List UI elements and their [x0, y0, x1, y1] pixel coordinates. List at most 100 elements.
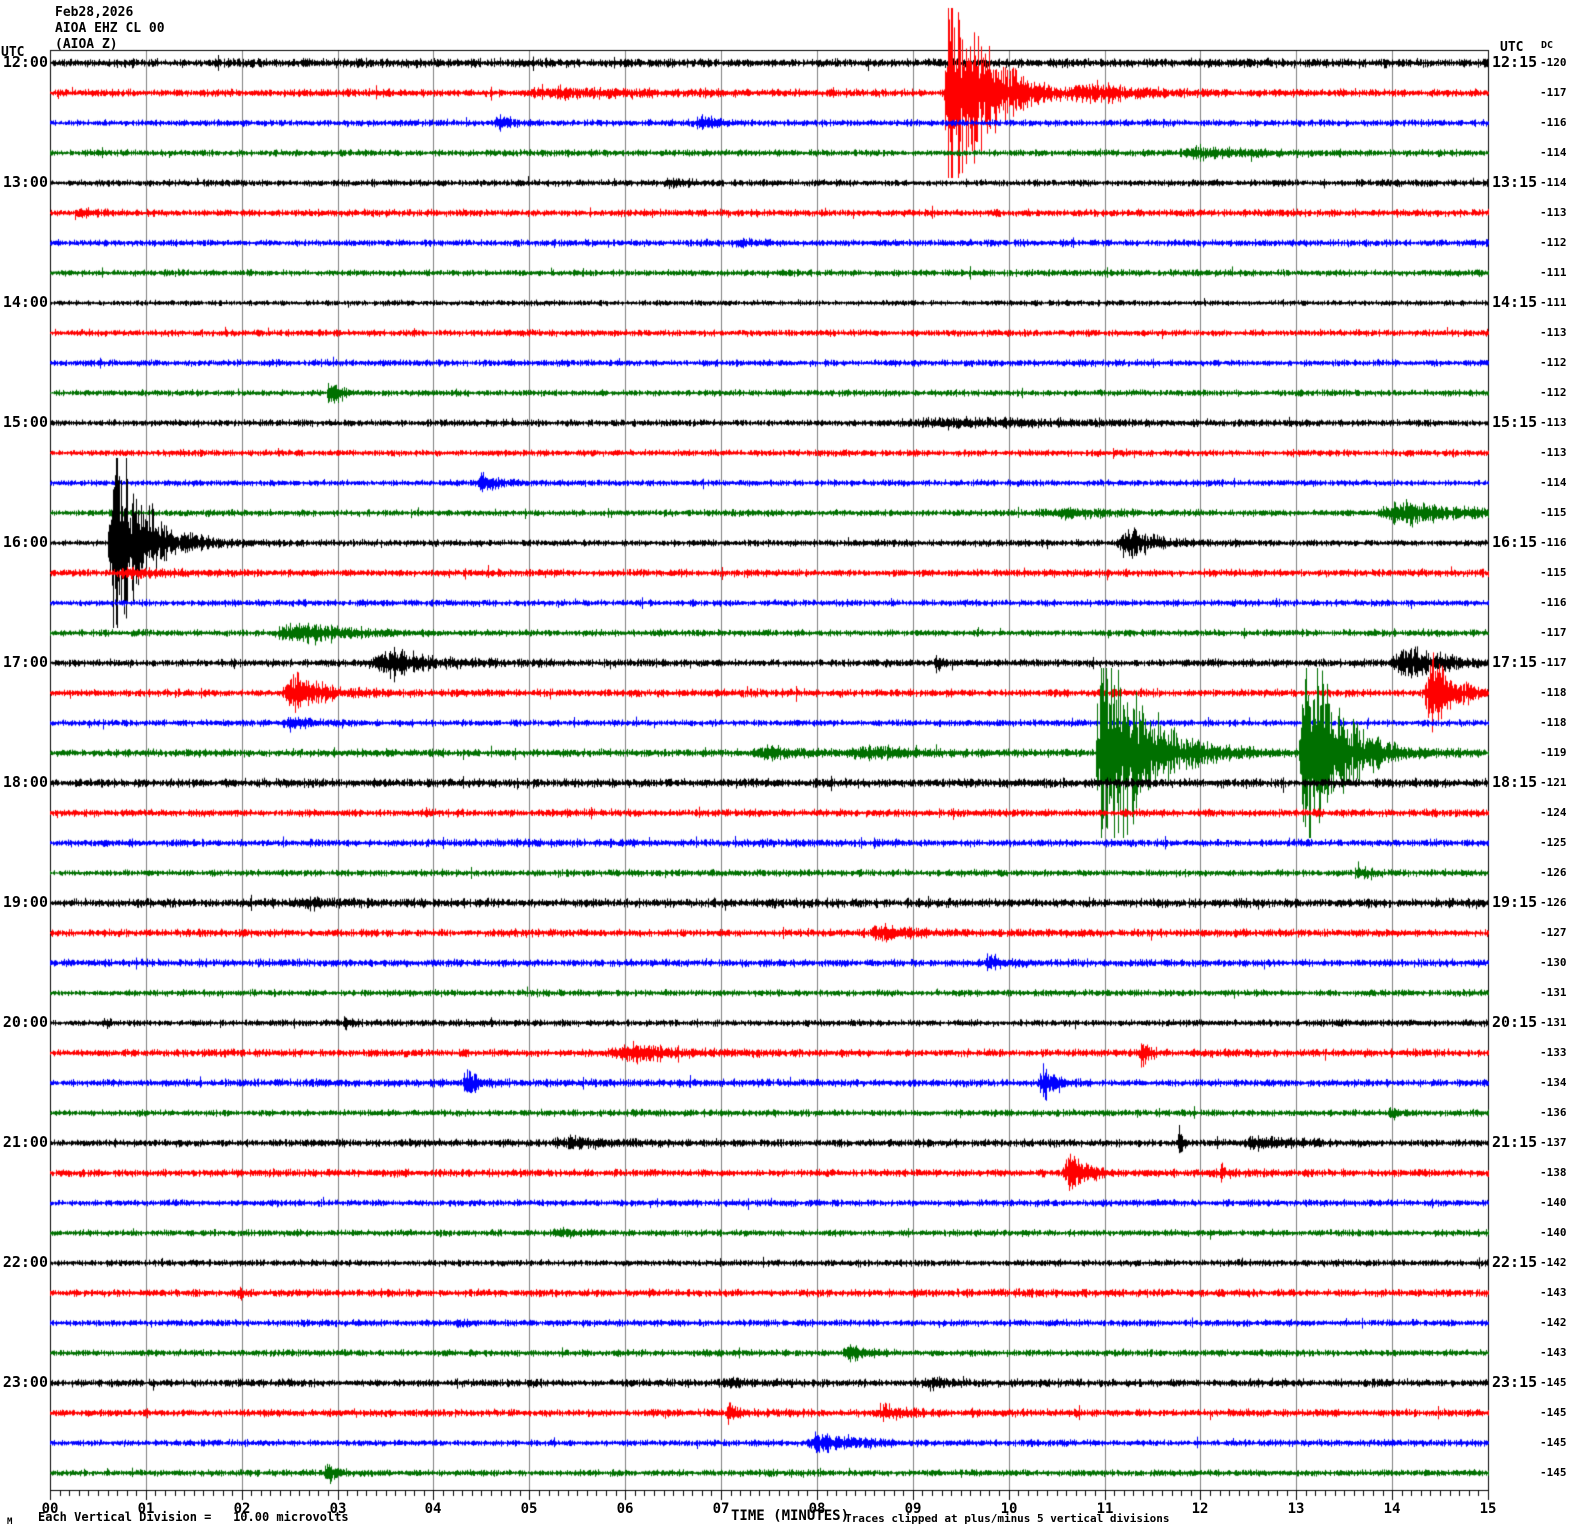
left-time-label: 21:00 [2, 1133, 48, 1151]
dc-value: -116 [1540, 596, 1567, 609]
dc-value: -112 [1540, 356, 1567, 369]
dc-value: -113 [1540, 446, 1567, 459]
dc-value: -114 [1540, 146, 1567, 159]
right-time-label: 15:15 [1492, 413, 1538, 431]
dc-column-header: DC [1541, 40, 1554, 51]
x-tick-label: 05 [520, 1501, 538, 1517]
dc-value: -121 [1540, 776, 1567, 789]
dc-value: -115 [1540, 506, 1567, 519]
header-channel: (AIOA Z) [55, 37, 118, 52]
dc-value: -145 [1540, 1376, 1567, 1389]
dc-value: -113 [1540, 326, 1567, 339]
right-time-label: 21:15 [1492, 1133, 1538, 1151]
left-time-label: 15:00 [2, 413, 48, 431]
x-tick-label: 15 [1479, 1501, 1497, 1517]
right-utc-label: UTC [1500, 40, 1524, 55]
right-time-label: 17:15 [1492, 653, 1538, 671]
x-axis-title: TIME (MINUTES) [731, 1508, 850, 1524]
x-tick-label: 08 [808, 1501, 826, 1517]
scale-prefix-glyph: M [7, 1517, 13, 1527]
x-tick-label: 07 [712, 1501, 730, 1517]
left-time-label: 22:00 [2, 1253, 48, 1271]
x-tick-label: 10 [1000, 1501, 1018, 1517]
dc-value: -126 [1540, 896, 1567, 909]
dc-value: -113 [1540, 416, 1567, 429]
left-time-label: 17:00 [2, 653, 48, 671]
x-tick-label: 13 [1287, 1501, 1305, 1517]
right-time-label: 14:15 [1492, 293, 1538, 311]
left-time-label: 12:00 [2, 53, 48, 71]
dc-value: -124 [1540, 806, 1567, 819]
x-tick-label: 06 [616, 1501, 634, 1517]
dc-value: -140 [1540, 1196, 1567, 1209]
header-station: AIOA EHZ CL 00 [55, 21, 165, 36]
dc-value: -145 [1540, 1466, 1567, 1479]
left-time-label: 20:00 [2, 1013, 48, 1031]
clip-note: Traces clipped at plus/minus 5 vertical … [845, 1512, 1170, 1525]
dc-value: -142 [1540, 1256, 1567, 1269]
dc-value: -116 [1540, 116, 1567, 129]
dc-value: -119 [1540, 746, 1567, 759]
dc-value: -131 [1540, 986, 1567, 999]
left-time-label: 18:00 [2, 773, 48, 791]
dc-value: -111 [1540, 296, 1567, 309]
left-time-label: 14:00 [2, 293, 48, 311]
dc-value: -140 [1540, 1226, 1567, 1239]
dc-value: -136 [1540, 1106, 1567, 1119]
left-time-label: 23:00 [2, 1373, 48, 1391]
dc-value: -118 [1540, 716, 1567, 729]
right-time-label: 19:15 [1492, 893, 1538, 911]
dc-value: -114 [1540, 176, 1567, 189]
dc-value: -117 [1540, 86, 1567, 99]
dc-value: -116 [1540, 536, 1567, 549]
dc-value: -125 [1540, 836, 1567, 849]
left-utc-label: UTC [1, 45, 25, 60]
dc-value: -131 [1540, 1016, 1567, 1029]
dc-value: -120 [1540, 56, 1567, 69]
right-time-label: 23:15 [1492, 1373, 1538, 1391]
dc-value: -137 [1540, 1136, 1567, 1149]
dc-value: -117 [1540, 626, 1567, 639]
x-tick-label: 01 [137, 1501, 155, 1517]
scale-note: Each Vertical Division = 10.00 microvolt… [38, 1510, 349, 1524]
x-tick-label: 14 [1383, 1501, 1401, 1517]
x-tick-label: 12 [1191, 1501, 1209, 1517]
dc-value: -130 [1540, 956, 1567, 969]
x-tick-label: 03 [329, 1501, 347, 1517]
right-time-label: 13:15 [1492, 173, 1538, 191]
right-time-label: 12:15 [1492, 53, 1538, 71]
dc-value: -145 [1540, 1406, 1567, 1419]
dc-value: -118 [1540, 686, 1567, 699]
dc-value: -117 [1540, 656, 1567, 669]
x-tick-label: 02 [233, 1501, 251, 1517]
left-time-label: 13:00 [2, 173, 48, 191]
header-date: Feb28,2026 [55, 5, 134, 20]
dc-value: -126 [1540, 866, 1567, 879]
right-time-label: 20:15 [1492, 1013, 1538, 1031]
dc-value: -134 [1540, 1076, 1567, 1089]
dc-value: -143 [1540, 1346, 1567, 1359]
x-tick-label: 09 [904, 1501, 922, 1517]
dc-value: -143 [1540, 1286, 1567, 1299]
dc-value: -138 [1540, 1166, 1567, 1179]
x-tick-label: 00 [41, 1501, 59, 1517]
right-time-label: 16:15 [1492, 533, 1538, 551]
dc-value: -113 [1540, 206, 1567, 219]
dc-value: -115 [1540, 566, 1567, 579]
x-tick-label: 11 [1096, 1501, 1114, 1517]
dc-value: -111 [1540, 266, 1567, 279]
dc-value: -142 [1540, 1316, 1567, 1329]
x-tick-label: 04 [424, 1501, 442, 1517]
left-time-label: 19:00 [2, 893, 48, 911]
dc-value: -114 [1540, 476, 1567, 489]
dc-value: -133 [1540, 1046, 1567, 1059]
left-time-label: 16:00 [2, 533, 48, 551]
right-time-label: 18:15 [1492, 773, 1538, 791]
right-time-label: 22:15 [1492, 1253, 1538, 1271]
dc-value: -112 [1540, 386, 1567, 399]
dc-value: -145 [1540, 1436, 1567, 1449]
dc-value: -112 [1540, 236, 1567, 249]
dc-value: -127 [1540, 926, 1567, 939]
